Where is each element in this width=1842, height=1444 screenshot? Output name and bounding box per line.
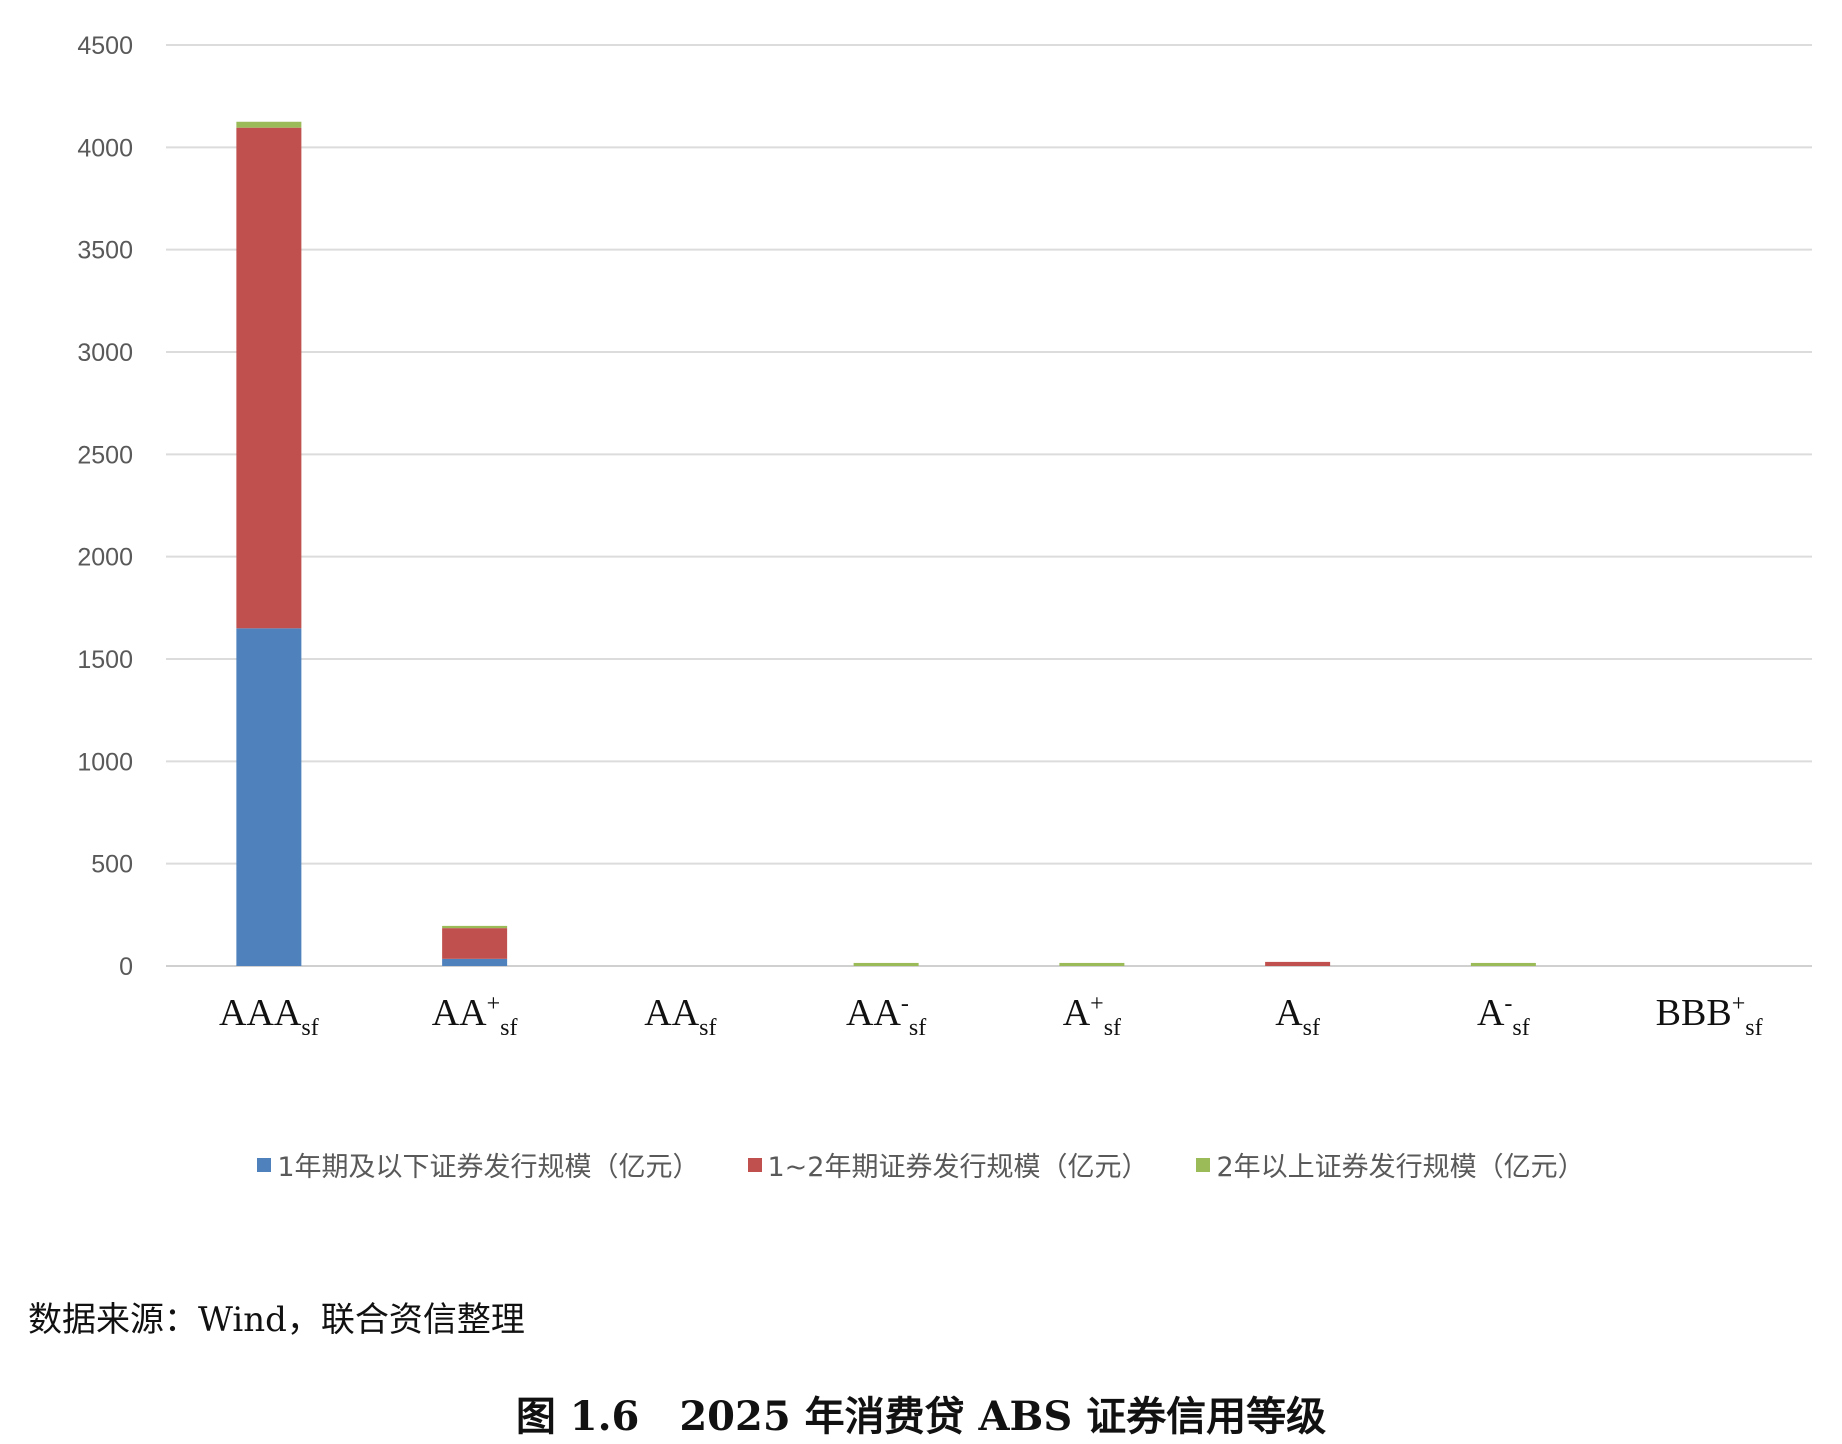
bar-segment bbox=[236, 121, 302, 128]
legend-swatch bbox=[1196, 1157, 1211, 1172]
y-tick-label: 1500 bbox=[77, 646, 133, 674]
legend-item: 2年以上证券发行规模（亿元） bbox=[1196, 1145, 1585, 1184]
x-tick-label: BBB+sf bbox=[1656, 991, 1763, 1041]
source-note: 数据来源：Wind，联合资信整理 bbox=[28, 1300, 525, 1340]
y-tick-label: 2000 bbox=[77, 544, 133, 572]
legend-item: 1年期及以下证券发行规模（亿元） bbox=[257, 1145, 700, 1184]
bar-segment bbox=[442, 958, 508, 966]
y-tick-label: 500 bbox=[91, 851, 133, 879]
y-tick-label: 4500 bbox=[77, 32, 133, 60]
bar-segment bbox=[1265, 961, 1331, 966]
stacked-bar-chart: 0 500 1000 1500 2000 2500 3000 3500 4000 4500 AAAs… bbox=[77, 32, 1812, 1041]
x-tick-label: AA+sf bbox=[432, 991, 518, 1041]
bar-segment bbox=[236, 628, 302, 966]
legend-label: 2年以上证券发行规模（亿元） bbox=[1216, 1152, 1585, 1183]
y-tick-label: 3500 bbox=[77, 237, 133, 265]
bar-segment bbox=[1470, 962, 1536, 966]
legend-label: 1年期及以下证券发行规模（亿元） bbox=[277, 1152, 700, 1183]
legend-label: 1~2年期证券发行规模（亿元） bbox=[767, 1152, 1149, 1183]
y-tick-label: 4000 bbox=[77, 134, 133, 162]
x-tick-label: AA-sf bbox=[846, 991, 926, 1041]
x-tick-label: Asf bbox=[1275, 992, 1320, 1041]
legend: 1年期及以下证券发行规模（亿元） 1~2年期证券发行规模（亿元） 2年以上证券发行规… bbox=[0, 1145, 1842, 1184]
y-tick-label: 3000 bbox=[77, 339, 133, 367]
bar-segment bbox=[442, 928, 508, 959]
bar-segment bbox=[1059, 962, 1125, 966]
legend-swatch bbox=[747, 1157, 762, 1172]
x-tick-label: AAsf bbox=[644, 992, 716, 1041]
x-tick-label: A-sf bbox=[1477, 991, 1530, 1041]
y-tick-label: 2500 bbox=[77, 441, 133, 469]
bar-segment bbox=[442, 925, 508, 929]
bar-segment bbox=[236, 127, 302, 629]
y-tick-label: 1000 bbox=[77, 748, 133, 776]
x-tick-label: A+sf bbox=[1063, 991, 1121, 1041]
y-tick-label: 0 bbox=[119, 953, 133, 981]
legend-item: 1~2年期证券发行规模（亿元） bbox=[747, 1145, 1149, 1184]
bar-segment bbox=[853, 962, 919, 966]
legend-swatch bbox=[257, 1157, 272, 1172]
figure-caption: 图 1.6 2025 年消费贷 ABS 证券信用等级 bbox=[515, 1393, 1327, 1440]
x-tick-label: AAAsf bbox=[219, 992, 319, 1041]
